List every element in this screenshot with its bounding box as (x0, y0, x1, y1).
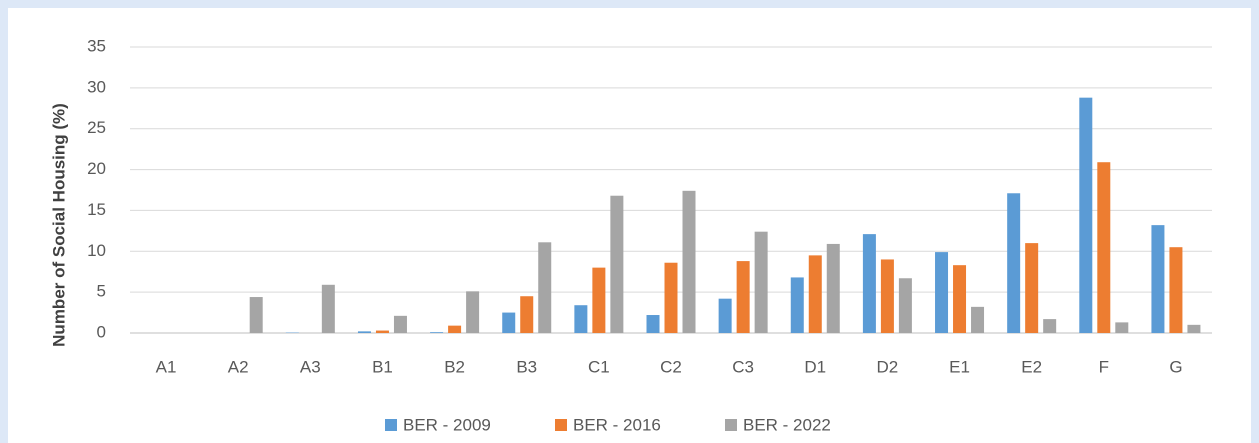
x-tick-label: A3 (300, 357, 321, 376)
x-tick-label: A2 (228, 357, 249, 376)
y-tick-label: 25 (87, 118, 106, 137)
bar (790, 277, 804, 333)
legend-label: BER - 2009 (403, 415, 491, 434)
bar (826, 243, 840, 333)
x-tick-label: B3 (516, 357, 537, 376)
legend-label: BER - 2016 (573, 415, 661, 434)
bar (574, 305, 588, 333)
bar (1151, 225, 1165, 333)
bar (736, 261, 750, 333)
y-tick-label: 10 (87, 241, 106, 260)
x-tick-label: D2 (877, 357, 899, 376)
bar (1079, 97, 1093, 333)
bar (430, 332, 444, 333)
bar (898, 278, 912, 333)
bar (971, 306, 985, 333)
y-tick-label: 30 (87, 77, 106, 96)
legend-swatch (385, 419, 397, 431)
x-tick-label: C3 (732, 357, 754, 376)
bar (393, 315, 407, 333)
bar (808, 255, 822, 333)
bar (1187, 324, 1201, 333)
y-tick-label: 20 (87, 159, 106, 178)
x-tick-label: D1 (804, 357, 826, 376)
bar (1025, 243, 1039, 333)
x-tick-label: G (1169, 357, 1182, 376)
x-tick-label: C2 (660, 357, 682, 376)
bar (375, 330, 389, 333)
y-tick-label: 15 (87, 200, 106, 219)
x-tick-label: C1 (588, 357, 610, 376)
bar (592, 267, 606, 333)
bar (1169, 247, 1183, 333)
bar (1097, 162, 1111, 333)
bar (880, 259, 894, 333)
bar (664, 262, 678, 333)
x-tick-label: E2 (1021, 357, 1042, 376)
bar (1007, 193, 1021, 333)
chart-panel (8, 8, 1251, 443)
bar (538, 242, 552, 333)
bar (357, 331, 371, 333)
bar (953, 265, 967, 333)
y-tick-label: 5 (97, 282, 106, 301)
bar (935, 252, 949, 333)
x-tick-label: A1 (156, 357, 177, 376)
x-tick-label: F (1099, 357, 1109, 376)
bar (466, 291, 480, 333)
legend-label: BER - 2022 (743, 415, 831, 434)
bar (682, 190, 696, 333)
bar (1043, 319, 1057, 333)
y-axis-title: Number of Social Housing (%) (49, 103, 68, 347)
bar (610, 195, 624, 333)
bar (646, 315, 660, 333)
bar (1115, 322, 1129, 333)
bar (718, 298, 732, 333)
bar (448, 325, 462, 333)
x-tick-label: E1 (949, 357, 970, 376)
bar (520, 296, 534, 333)
bar (862, 234, 876, 333)
legend-swatch (725, 419, 737, 431)
y-tick-label: 0 (97, 322, 106, 341)
y-tick-label: 35 (87, 36, 106, 55)
x-tick-label: B1 (372, 357, 393, 376)
x-tick-label: B2 (444, 357, 465, 376)
bar (249, 297, 263, 333)
bar (502, 312, 516, 333)
bar (321, 284, 335, 333)
legend-swatch (555, 419, 567, 431)
bar (754, 231, 768, 333)
